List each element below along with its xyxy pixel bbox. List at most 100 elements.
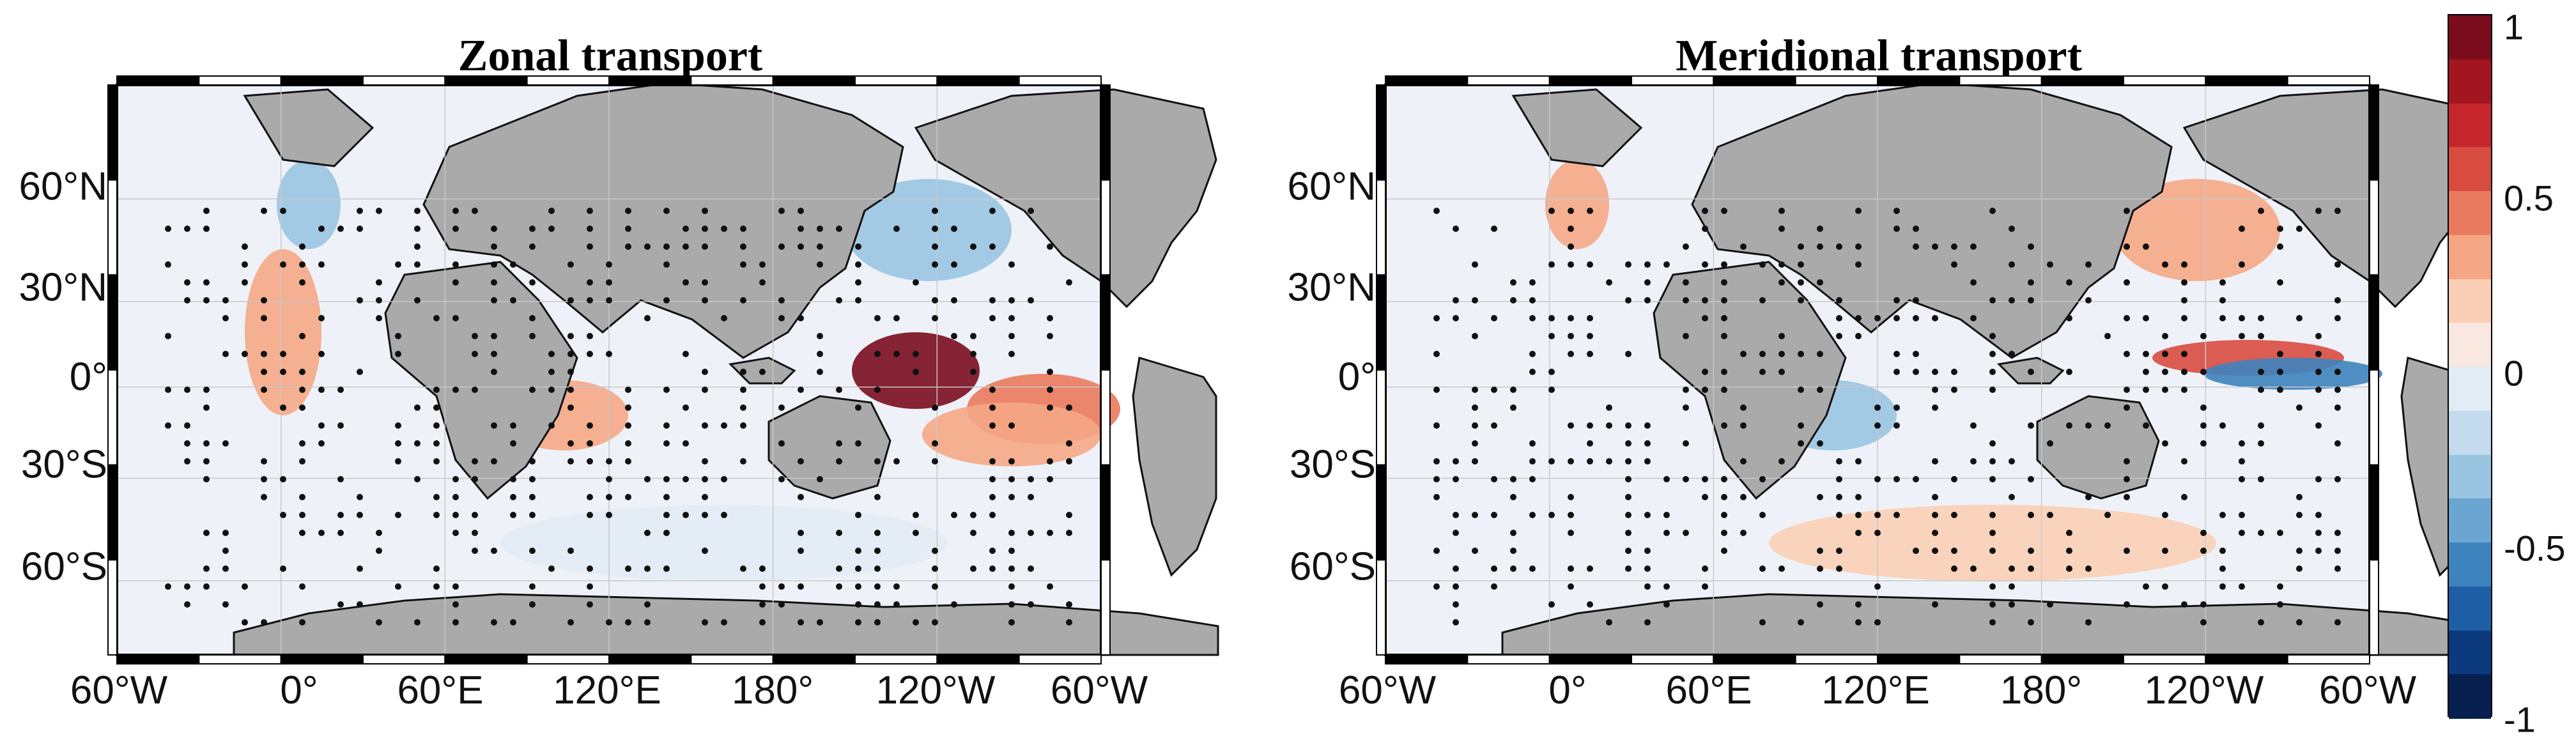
stipple-dot	[1529, 297, 1536, 303]
stipple-dot	[1798, 351, 1804, 357]
stipple-dot	[357, 297, 363, 303]
stipple-dot	[951, 333, 957, 339]
stipple-dot	[184, 601, 190, 608]
frame-tick-bottom	[1018, 654, 1102, 664]
stipple-dot	[491, 243, 497, 250]
stipple-dot	[567, 261, 574, 268]
stipple-dot	[1855, 601, 1862, 608]
stipple-dot	[2162, 440, 2168, 447]
frame-tick-top	[526, 75, 610, 86]
stipple-dot	[683, 351, 689, 357]
stipple-dot	[1568, 458, 1574, 465]
stipple-dot	[874, 565, 881, 572]
stipple-dot	[318, 530, 325, 536]
stipple-dot	[1817, 279, 1823, 286]
stipple-dot	[989, 208, 996, 214]
frame-tick-right	[1100, 464, 1111, 561]
stipple-dot	[1855, 458, 1862, 465]
stipple-dot	[2143, 243, 2149, 250]
stipple-dot	[893, 226, 900, 232]
stipple-dot	[1817, 494, 1823, 500]
stipple-dot	[165, 226, 171, 232]
stipple-dot	[1008, 315, 1015, 321]
stipple-dot	[1970, 565, 1977, 572]
stipple-dot	[2085, 619, 2092, 626]
stipple-dot	[1510, 565, 1516, 572]
stipple-dot	[2200, 404, 2207, 411]
stipple-dot	[2239, 512, 2245, 518]
stipple-dot	[1568, 243, 1574, 250]
stipple-dot	[989, 243, 996, 250]
stipple-dot	[2143, 583, 2149, 590]
stipple-dot	[2296, 619, 2302, 626]
stipple-dot	[1989, 351, 1996, 357]
stipple-dot	[625, 387, 631, 393]
lat-label-60s: 60°S	[20, 544, 107, 589]
stipple-dot	[874, 351, 881, 357]
stipple-dot	[1625, 494, 1631, 500]
stipple-dot	[2239, 440, 2245, 447]
stipple-dot	[798, 387, 804, 393]
stipple-dot	[1510, 530, 1516, 536]
frame-tick-bottom	[1467, 654, 1550, 664]
stipple-dot	[1836, 548, 1842, 554]
stipple-dot	[683, 243, 689, 250]
stipple-dot	[2047, 440, 2053, 447]
stipple-dot	[529, 279, 536, 286]
stipple-dot	[2239, 583, 2245, 590]
stipple-dot	[395, 583, 401, 590]
stipple-dot	[587, 583, 593, 590]
stipple-dot	[433, 422, 440, 429]
anomaly-north-atlantic	[277, 160, 341, 249]
stipple-dot	[1855, 512, 1862, 518]
stipple-dot	[874, 387, 881, 393]
stipple-dot	[855, 619, 861, 626]
stipple-dot	[1932, 530, 1938, 536]
stipple-dot	[989, 422, 996, 429]
frame-tick-bottom	[1877, 654, 1961, 664]
stipple-dot	[606, 494, 612, 500]
stipple-dot	[683, 404, 689, 411]
stipple-dot	[357, 512, 363, 518]
stipple-dot	[2277, 279, 2283, 286]
stipple-dot	[855, 565, 861, 572]
stipple-dot	[798, 315, 804, 321]
stipple-dot	[1529, 476, 1536, 482]
stipple-dot	[452, 476, 459, 482]
stipple-dot	[1778, 351, 1785, 357]
stipple-dot	[433, 565, 440, 572]
stipple-dot	[1721, 369, 1727, 375]
stipple-dot	[2239, 315, 2245, 321]
stipple-dot	[472, 476, 478, 482]
frame-tick-bottom	[772, 654, 856, 664]
stipple-dot	[1893, 422, 1900, 429]
stipple-dot	[376, 619, 382, 626]
colorbar-step	[2449, 234, 2491, 280]
stipple-dot	[1529, 279, 1536, 286]
stipple-dot	[855, 279, 861, 286]
stipple-dot	[855, 243, 861, 250]
stipple-dot	[2296, 565, 2302, 572]
stipple-dot	[817, 619, 823, 626]
stipple-dot	[2315, 208, 2322, 214]
stipple-dot	[1047, 387, 1053, 393]
stipple-dot	[203, 387, 210, 393]
stipple-dot	[1798, 422, 1804, 429]
stipple-dot	[491, 351, 497, 357]
stipple-dot	[1721, 297, 1727, 303]
lon-label-120e: 120°E	[1821, 668, 1930, 712]
frame-tick-bottom	[1959, 654, 2042, 664]
stipple-dot	[2315, 530, 2322, 536]
colorbar-step	[2449, 454, 2491, 500]
stipple-dot	[1836, 243, 1842, 250]
stipple-dot	[548, 422, 555, 429]
stipple-dot	[1798, 440, 1804, 447]
stipple-dot	[510, 619, 516, 626]
stipple-dot	[357, 565, 363, 572]
stipple-dot	[1836, 315, 1842, 321]
stipple-dot	[2085, 494, 2092, 500]
stipple-dot	[203, 226, 210, 232]
significance-stipple	[1433, 208, 2341, 626]
stipple-dot	[874, 530, 881, 536]
stipple-dot	[567, 387, 574, 393]
